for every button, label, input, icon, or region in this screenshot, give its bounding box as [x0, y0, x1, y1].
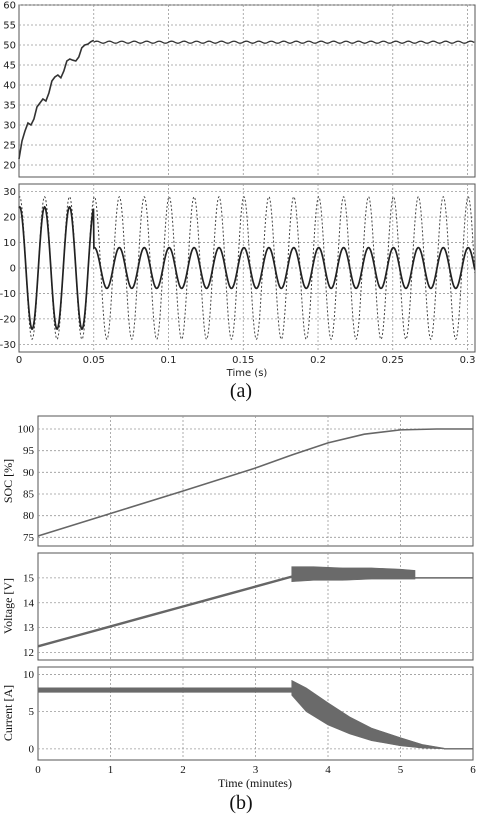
panel-b-soc-series: [37, 428, 473, 537]
panel-a-top: 20 25 30 35 40 45 50 55 60: [3, 1, 476, 178]
panel-a-top-grid: [19, 4, 475, 177]
y-tick-label: 55: [3, 21, 16, 32]
y-tick-label: 0: [29, 743, 35, 755]
y-tick-label: 50: [3, 41, 16, 52]
y-tick-label: 10: [3, 238, 16, 249]
panel-b-voltage-yticks: 12 13 14 15: [23, 572, 35, 659]
panel-a-label: (a): [230, 380, 252, 402]
y-tick-label: 20: [3, 213, 16, 224]
panel-b-soc: 75 80 85 90 95 100 SOC [%]: [1, 415, 474, 547]
series-voltage-rise: [37, 575, 293, 648]
y-tick-label: 10: [23, 669, 35, 681]
panel-b-voltage-ylabel: Voltage [V]: [1, 578, 15, 634]
panel-a-xlabel: Time (s): [226, 368, 268, 379]
y-tick-label: 40: [3, 81, 16, 92]
y-tick-label: 30: [3, 187, 16, 198]
series-frequency-rise: [18, 39, 95, 160]
y-tick-label: 5: [29, 706, 35, 718]
panel-a-bottom-yticks: -30 -20 -10 0 10 20 30: [0, 187, 16, 351]
panel-b-voltage-series: [37, 566, 473, 648]
series-current-solid: [18, 205, 476, 331]
y-tick-label: 30: [3, 121, 16, 132]
panel-b-current: 0 5 10 0 1 2 3 4 5 6 Current [A] Time (minutes): [1, 666, 476, 790]
series-frequency-steady: [93, 40, 475, 44]
x-tick-label: 0.1: [161, 355, 177, 366]
y-tick-label: 13: [23, 622, 35, 634]
series-voltage-band: [291, 566, 416, 582]
y-tick-label: 85: [23, 489, 35, 501]
x-tick-label: 0.2: [310, 355, 326, 366]
panel-b-current-xticks: 0 1 2 3 4 5 6: [35, 764, 476, 776]
x-tick-label: 6: [470, 764, 476, 776]
y-tick-label: -20: [0, 314, 16, 325]
panel-b-soc-grid: [38, 416, 473, 546]
y-tick-label: 45: [3, 61, 16, 72]
series-soc: [37, 428, 473, 537]
panel-b-xlabel: Time (minutes): [218, 776, 292, 790]
y-tick-label: -10: [0, 289, 16, 300]
panel-a-bottom-grid: [19, 184, 475, 352]
x-tick-label: 0.25: [382, 355, 404, 366]
panel-a-bottom-xticks: 0 0.05 0.1 0.15 0.2 0.25 0.3: [16, 355, 476, 366]
panel-b-label: (b): [229, 792, 252, 814]
x-tick-label: 3: [253, 764, 259, 776]
panel-a-top-frame: [18, 4, 476, 178]
panel-b-soc-yticks: 75 80 85 90 95 100: [18, 424, 35, 544]
x-tick-label: 4: [325, 764, 331, 776]
panel-b-voltage: 12 13 14 15 Voltage [V]: [1, 552, 474, 661]
panel-b-soc-ylabel: SOC [%]: [1, 459, 15, 503]
x-tick-label: 0: [16, 355, 22, 366]
panel-a-bottom-series: [18, 196, 476, 340]
y-tick-label: 60: [3, 1, 16, 12]
panel-b-current-series: [37, 679, 473, 750]
x-tick-label: 1: [108, 764, 114, 776]
series-current-constant: [37, 687, 293, 693]
y-tick-label: 20: [3, 161, 16, 172]
y-tick-label: -30: [0, 340, 16, 351]
y-tick-label: 14: [23, 597, 35, 609]
y-tick-label: 95: [23, 445, 35, 457]
y-tick-label: 90: [23, 467, 35, 479]
y-tick-label: 15: [23, 572, 35, 584]
y-tick-label: 0: [10, 264, 16, 275]
x-tick-label: 0.15: [232, 355, 254, 366]
y-tick-label: 12: [23, 647, 34, 659]
y-tick-label: 80: [23, 510, 35, 522]
x-tick-label: 0.3: [460, 355, 476, 366]
panel-a-top-series: [18, 39, 475, 160]
x-tick-label: 5: [398, 764, 404, 776]
x-tick-label: 2: [180, 764, 186, 776]
x-tick-label: 0.05: [83, 355, 105, 366]
y-tick-label: 100: [18, 424, 35, 436]
panel-a-top-yticks: 20 25 30 35 40 45 50 55 60: [3, 1, 16, 172]
y-tick-label: 25: [3, 141, 16, 152]
panel-b-current-yticks: 0 5 10: [23, 669, 35, 755]
y-tick-label: 35: [3, 101, 16, 112]
x-tick-label: 0: [35, 764, 41, 776]
panel-b-current-ylabel: Current [A]: [1, 685, 15, 741]
y-tick-label: 75: [23, 532, 35, 544]
